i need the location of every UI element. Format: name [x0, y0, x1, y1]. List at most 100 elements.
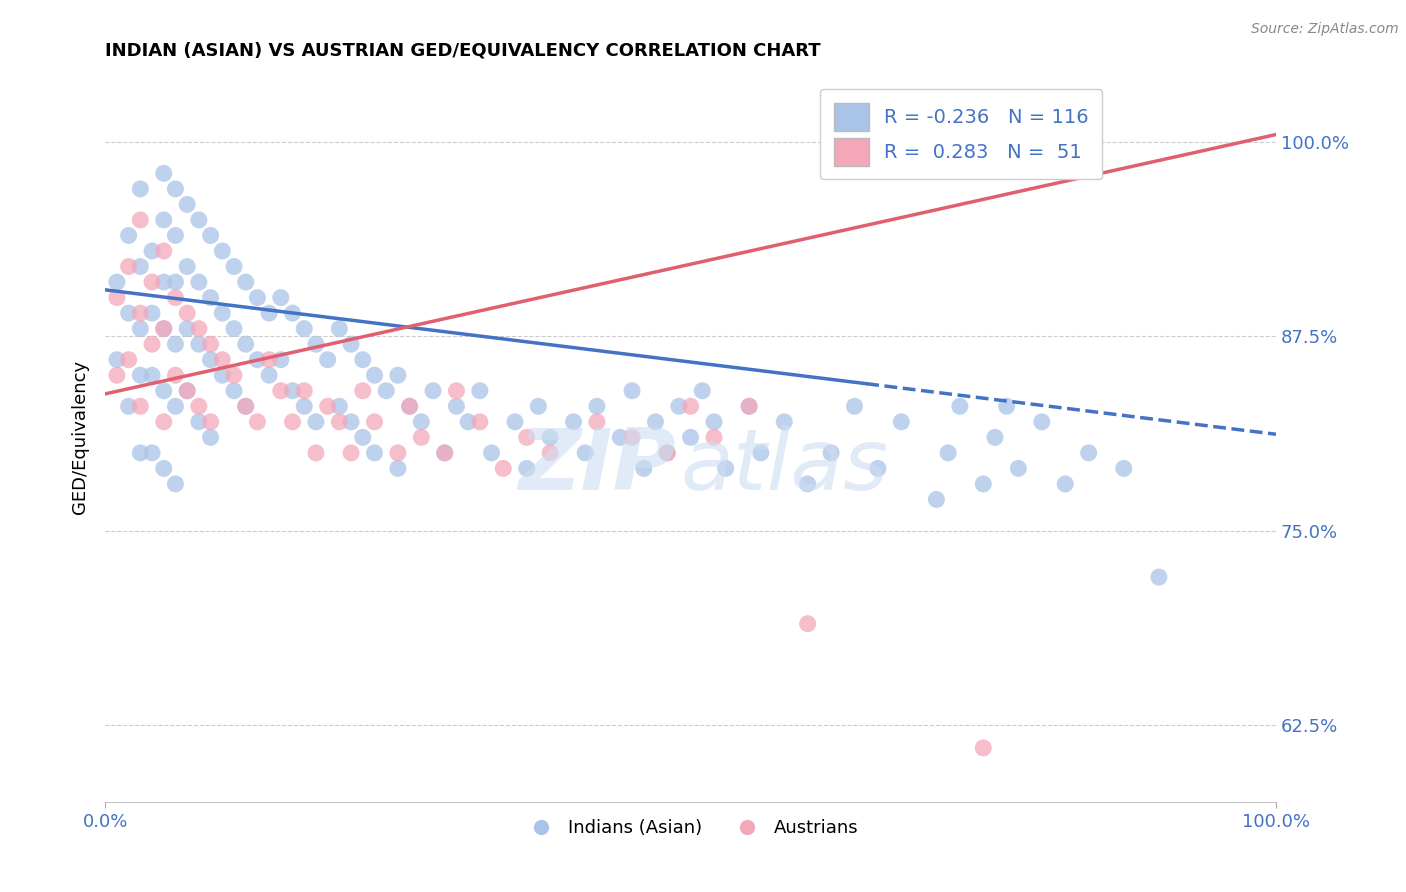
Point — [1007, 461, 1029, 475]
Point — [305, 337, 328, 351]
Point — [492, 461, 515, 475]
Point — [363, 368, 385, 383]
Point — [152, 415, 174, 429]
Point — [657, 446, 679, 460]
Point — [187, 275, 209, 289]
Point — [574, 446, 596, 460]
Point — [141, 244, 163, 258]
Point — [292, 399, 315, 413]
Point — [165, 228, 187, 243]
Point — [387, 461, 409, 475]
Point — [340, 415, 363, 429]
Point — [187, 399, 209, 413]
Point — [211, 306, 233, 320]
Point — [972, 477, 994, 491]
Point — [621, 430, 644, 444]
Point — [703, 430, 725, 444]
Point — [222, 384, 245, 398]
Point — [176, 384, 198, 398]
Point — [422, 384, 444, 398]
Point — [411, 430, 433, 444]
Point — [433, 446, 456, 460]
Point — [141, 275, 163, 289]
Point — [281, 415, 304, 429]
Point — [187, 321, 209, 335]
Point — [165, 399, 187, 413]
Point — [257, 368, 280, 383]
Point — [796, 616, 818, 631]
Point — [866, 461, 889, 475]
Point — [398, 399, 420, 413]
Point — [176, 197, 198, 211]
Point — [679, 399, 702, 413]
Point — [773, 415, 796, 429]
Point — [292, 384, 315, 398]
Point — [165, 291, 187, 305]
Legend: Indians (Asian), Austrians: Indians (Asian), Austrians — [516, 812, 866, 845]
Point — [949, 399, 972, 413]
Point — [621, 384, 644, 398]
Point — [749, 446, 772, 460]
Point — [117, 260, 139, 274]
Point — [527, 399, 550, 413]
Point — [738, 399, 761, 413]
Point — [609, 430, 631, 444]
Point — [152, 321, 174, 335]
Point — [235, 337, 257, 351]
Point — [352, 352, 374, 367]
Point — [165, 337, 187, 351]
Point — [446, 384, 468, 398]
Point — [375, 384, 398, 398]
Point — [820, 446, 842, 460]
Point — [305, 415, 328, 429]
Point — [503, 415, 526, 429]
Point — [446, 399, 468, 413]
Point — [129, 306, 152, 320]
Point — [538, 430, 561, 444]
Point — [972, 740, 994, 755]
Point — [281, 384, 304, 398]
Point — [141, 306, 163, 320]
Point — [387, 368, 409, 383]
Y-axis label: GED/Equivalency: GED/Equivalency — [72, 360, 89, 515]
Point — [270, 352, 292, 367]
Point — [200, 352, 222, 367]
Point — [176, 384, 198, 398]
Point — [1112, 461, 1135, 475]
Point — [340, 446, 363, 460]
Point — [117, 399, 139, 413]
Point — [152, 166, 174, 180]
Point — [176, 260, 198, 274]
Point — [995, 399, 1018, 413]
Text: atlas: atlas — [681, 425, 889, 508]
Point — [668, 399, 690, 413]
Point — [984, 430, 1007, 444]
Point — [246, 352, 269, 367]
Point — [844, 399, 866, 413]
Point — [105, 275, 128, 289]
Point — [516, 430, 538, 444]
Point — [316, 352, 339, 367]
Point — [1077, 446, 1099, 460]
Point — [796, 477, 818, 491]
Point — [129, 182, 152, 196]
Point — [176, 321, 198, 335]
Point — [200, 430, 222, 444]
Point — [152, 321, 174, 335]
Point — [890, 415, 912, 429]
Point — [211, 352, 233, 367]
Point — [411, 415, 433, 429]
Point — [200, 415, 222, 429]
Point — [738, 399, 761, 413]
Point — [200, 228, 222, 243]
Point — [586, 399, 609, 413]
Point — [129, 399, 152, 413]
Point — [222, 368, 245, 383]
Point — [586, 415, 609, 429]
Point — [352, 430, 374, 444]
Text: INDIAN (ASIAN) VS AUSTRIAN GED/EQUIVALENCY CORRELATION CHART: INDIAN (ASIAN) VS AUSTRIAN GED/EQUIVALEN… — [105, 42, 821, 60]
Point — [281, 306, 304, 320]
Point — [165, 182, 187, 196]
Point — [129, 446, 152, 460]
Point — [633, 461, 655, 475]
